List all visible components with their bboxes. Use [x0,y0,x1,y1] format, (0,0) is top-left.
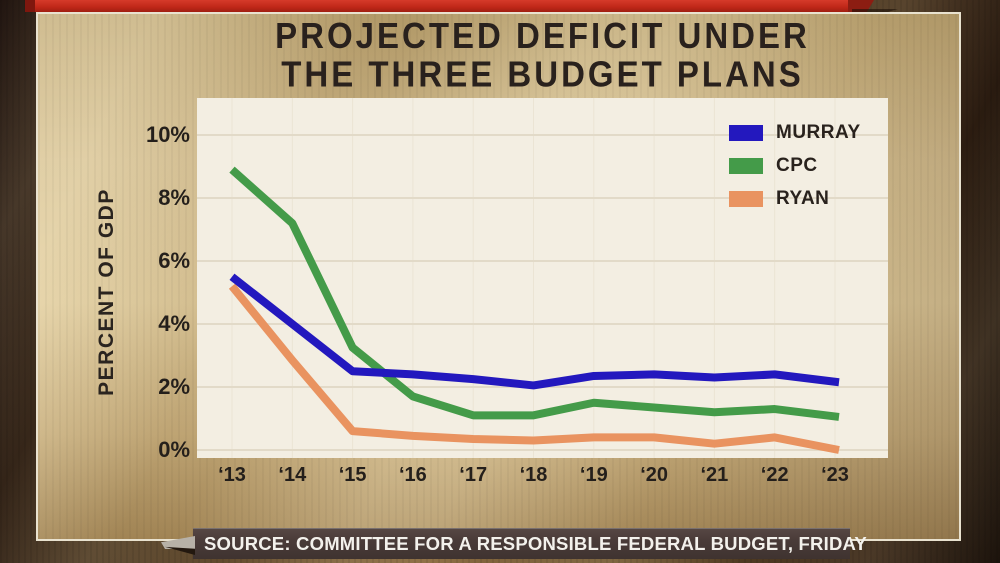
plot-area [197,98,888,458]
x-tick-label: ‘23 [821,464,849,486]
legend-label-murray: MURRAY [776,121,861,143]
y-tick-label: 0% [158,437,190,462]
x-tick-label: ‘20 [640,464,668,486]
x-tick-label: ‘14 [278,464,307,486]
legend-row: RYAN [729,187,861,209]
source-text: SOURCE: COMMITTEE FOR A RESPONSIBLE FEDE… [204,533,867,554]
y-tick-label: 6% [158,248,190,273]
y-tick-label: 2% [158,374,190,399]
y-tick-label: 4% [158,311,190,336]
source-bar: SOURCE: COMMITTEE FOR A RESPONSIBLE FEDE… [193,528,867,559]
chart-legend: MURRAY CPC RYAN [729,121,861,209]
legend-swatch-murray [729,124,763,141]
chart-title-line1: PROJECTED DEFICIT UNDER [275,14,810,56]
x-tick-label: ‘15 [338,464,367,486]
legend-label-cpc: CPC [776,154,818,176]
legend-label-ryan: RYAN [776,187,830,209]
x-tick-label: ‘19 [579,464,608,486]
legend-row: MURRAY [729,121,861,143]
legend-row: CPC [729,154,861,176]
legend-swatch-ryan [729,190,763,207]
x-tick-label: ‘16 [398,464,427,486]
chart-title: PROJECTED DEFICIT UNDER THE THREE BUDGET… [197,16,888,93]
y-tick-label: 8% [158,185,190,210]
x-tick-label: ‘13 [218,464,246,486]
legend-swatch-cpc [729,157,763,174]
chart-title-line2: THE THREE BUDGET PLANS [281,53,804,95]
chart-svg [197,98,888,458]
x-tick-label: ‘18 [519,464,548,486]
x-tick-label: ‘22 [760,464,789,486]
series-line-ryan [228,283,840,454]
series-line-murray [229,273,840,390]
series-line-cpc [229,166,840,421]
x-tick-label: ‘21 [700,464,729,486]
y-tick-label: 10% [145,122,190,147]
red-top-banner [25,0,852,12]
x-tick-label: ‘17 [459,464,488,486]
red-top-banner-left-tip [25,0,35,12]
